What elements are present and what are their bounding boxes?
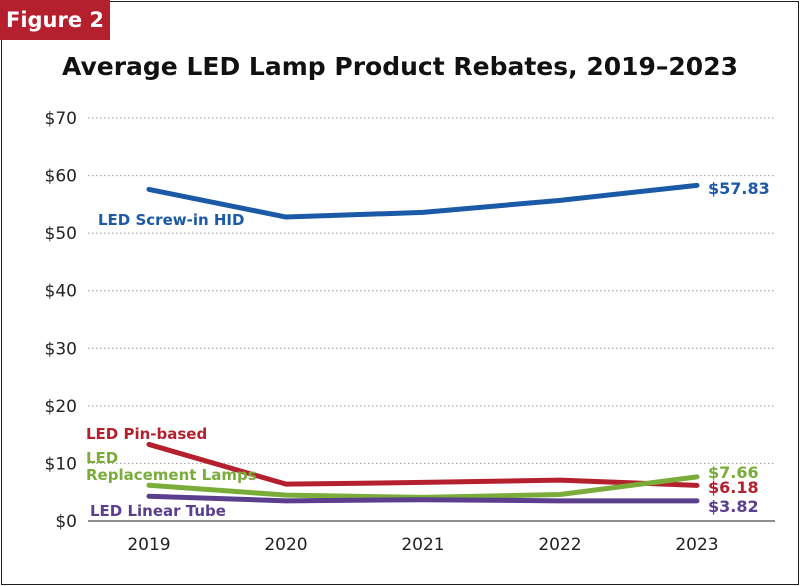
y-axis-ticks: $0 $10 $20 $30 $40 $50 $60 $70 (45, 109, 77, 532)
end-value-label: $6.18 (708, 478, 759, 497)
end-value-label: $57.83 (708, 179, 770, 198)
y-tick-label: $0 (55, 512, 77, 532)
chart-title: Average LED Lamp Product Rebates, 2019–2… (62, 52, 738, 81)
x-tick-label: 2021 (401, 535, 444, 555)
series-line (146, 441, 700, 488)
series-label: LED Screw-in HID (98, 211, 244, 229)
y-tick-label: $20 (45, 397, 77, 417)
y-tick-label: $50 (45, 224, 77, 244)
y-tick-label: $40 (45, 282, 77, 302)
series-line (146, 182, 700, 220)
series-label-line: LED (86, 449, 118, 467)
x-tick-label: 2023 (675, 535, 718, 555)
x-tick-label: 2020 (264, 535, 307, 555)
series-line (146, 493, 700, 504)
y-tick-label: $60 (45, 167, 77, 187)
end-value-label: $7.66 (708, 463, 759, 482)
series-label-line: Replacement Lamps (86, 466, 257, 484)
figure-badge: Figure 2 (0, 0, 110, 40)
series-label: LED Replacement Lamps (86, 449, 257, 484)
series-label: LED Pin-based (86, 425, 207, 443)
y-tick-label: $30 (45, 339, 77, 359)
y-tick-label: $70 (45, 109, 77, 129)
series-labels: LED Screw-in HID LED Pin-based LED Replacem… (86, 211, 257, 520)
y-tick-label: $10 (45, 454, 77, 474)
end-value-label: $3.82 (708, 497, 759, 516)
x-tick-label: 2019 (127, 535, 170, 555)
series-label: LED Linear Tube (90, 502, 226, 520)
grid-lines (88, 117, 775, 464)
end-value-labels: $57.83 $6.18$7.66 $3.82 (708, 179, 770, 516)
series-lines (146, 182, 700, 504)
x-axis-ticks: 2019 2020 2021 2022 2023 (127, 535, 718, 555)
x-tick-label: 2022 (538, 535, 581, 555)
